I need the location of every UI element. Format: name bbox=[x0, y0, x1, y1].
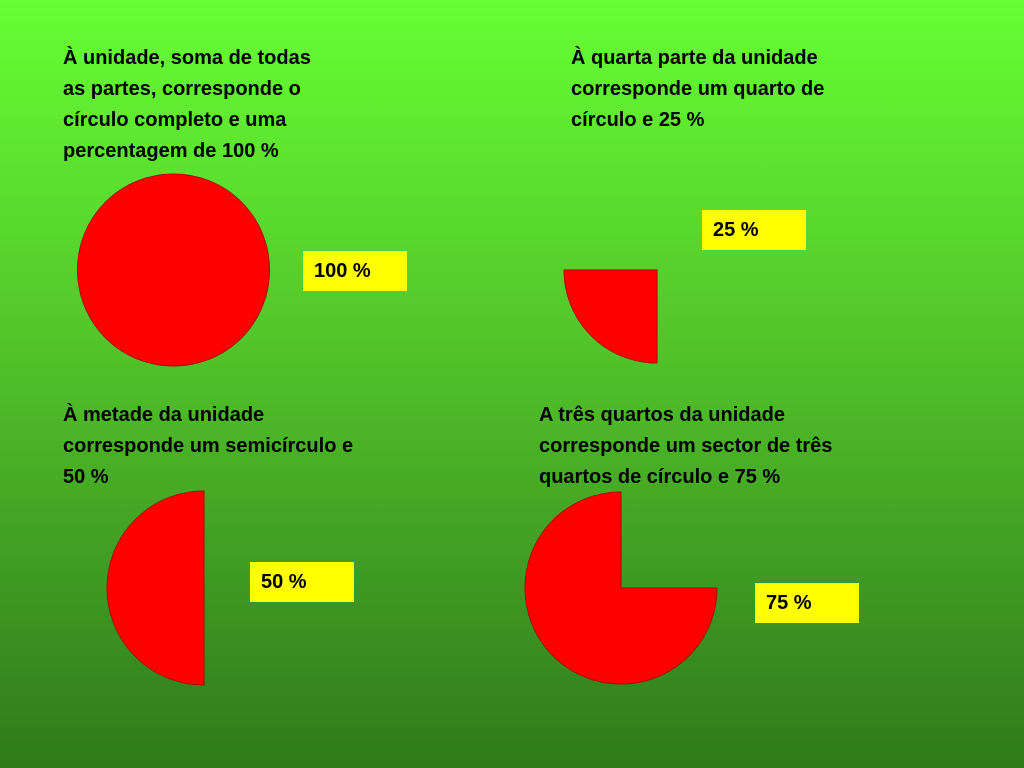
semicircle-shape bbox=[106, 490, 205, 686]
three-quarter-circle-sector bbox=[524, 491, 718, 685]
caption-line: À unidade, soma de todas bbox=[63, 47, 311, 69]
full-circle-shape bbox=[76, 173, 271, 367]
caption-line: círculo completo e uma bbox=[63, 109, 287, 131]
three-quarter-circle-shape bbox=[524, 491, 718, 685]
full-circle-sector bbox=[76, 173, 271, 367]
caption-line: corresponde um semicírculo e bbox=[63, 435, 354, 457]
quarter-circle-shape bbox=[563, 269, 658, 364]
caption-line: círculo e 25 % bbox=[571, 109, 705, 131]
label-25-percent: 25 % bbox=[702, 210, 806, 250]
caption-line: as partes, corresponde o bbox=[63, 78, 301, 100]
caption-full-circle: À unidade, soma de todas as partes, corr… bbox=[63, 43, 311, 167]
caption-line: corresponde um quarto de bbox=[571, 78, 825, 100]
caption-line: A três quartos da unidade bbox=[539, 404, 785, 426]
caption-line: 50 % bbox=[63, 466, 109, 488]
caption-line: percentagem de 100 % bbox=[63, 140, 279, 162]
semicircle-sector bbox=[106, 490, 205, 686]
caption-line: À metade da unidade bbox=[63, 404, 265, 426]
caption-line: corresponde um sector de três bbox=[539, 435, 833, 457]
caption-line: quartos de círculo e 75 % bbox=[539, 466, 781, 488]
label-100-percent: 100 % bbox=[303, 251, 407, 291]
label-75-percent: 75 % bbox=[755, 583, 859, 623]
caption-semicircle: À metade da unidade corresponde um semic… bbox=[63, 400, 353, 493]
caption-line: À quarta parte da unidade bbox=[571, 47, 818, 69]
quarter-circle-sector bbox=[563, 269, 658, 364]
caption-three-quarter-circle: A três quartos da unidade corresponde um… bbox=[539, 400, 832, 493]
caption-quarter-circle: À quarta parte da unidade corresponde um… bbox=[571, 43, 824, 136]
label-50-percent: 50 % bbox=[250, 562, 354, 602]
